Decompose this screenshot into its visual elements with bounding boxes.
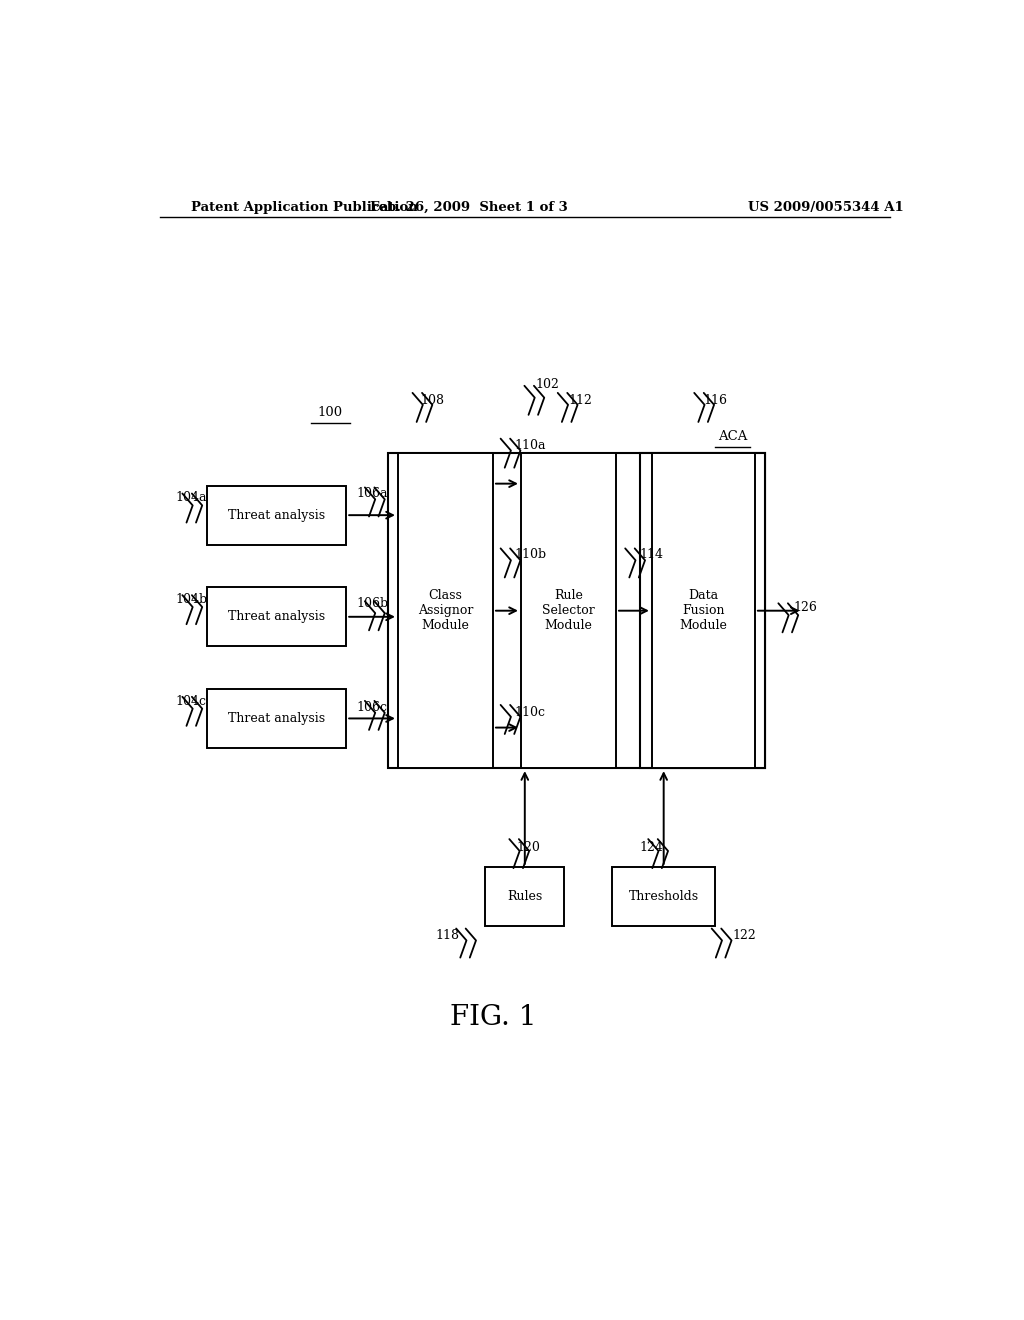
Text: Threat analysis: Threat analysis xyxy=(228,610,326,623)
Text: Thresholds: Thresholds xyxy=(629,890,698,903)
Text: 106c: 106c xyxy=(356,701,387,714)
Text: 110c: 110c xyxy=(514,706,546,719)
Bar xyxy=(612,867,715,925)
Bar xyxy=(397,453,494,768)
Text: 108: 108 xyxy=(420,393,444,407)
Text: 116: 116 xyxy=(703,393,727,407)
Text: 124: 124 xyxy=(640,841,664,854)
Text: FIG. 1: FIG. 1 xyxy=(450,1003,537,1031)
Text: Data
Fusion
Module: Data Fusion Module xyxy=(679,589,727,632)
Text: 126: 126 xyxy=(793,601,817,614)
Text: Threat analysis: Threat analysis xyxy=(228,711,326,725)
Text: ACA: ACA xyxy=(718,430,748,444)
Text: 104b: 104b xyxy=(176,593,208,606)
Bar xyxy=(388,453,765,768)
Bar xyxy=(485,867,564,925)
Bar xyxy=(521,453,616,768)
Text: Patent Application Publication: Patent Application Publication xyxy=(191,201,418,214)
Text: Rules: Rules xyxy=(507,890,543,903)
Text: 104c: 104c xyxy=(176,694,207,708)
Bar xyxy=(207,486,346,545)
Text: 122: 122 xyxy=(733,929,757,942)
Text: 102: 102 xyxy=(536,378,559,391)
Text: 112: 112 xyxy=(568,393,592,407)
Bar xyxy=(207,587,346,647)
Bar xyxy=(640,453,765,768)
Text: Class
Assignor
Module: Class Assignor Module xyxy=(418,589,473,632)
Bar xyxy=(207,689,346,748)
Text: 118: 118 xyxy=(436,929,460,942)
Text: US 2009/0055344 A1: US 2009/0055344 A1 xyxy=(749,201,904,214)
Text: 114: 114 xyxy=(639,548,664,561)
Text: Rule
Selector
Module: Rule Selector Module xyxy=(542,589,595,632)
Text: 104a: 104a xyxy=(176,491,207,504)
Text: 120: 120 xyxy=(517,841,541,854)
Text: 100: 100 xyxy=(317,405,343,418)
Text: 106b: 106b xyxy=(356,597,389,610)
Text: Feb. 26, 2009  Sheet 1 of 3: Feb. 26, 2009 Sheet 1 of 3 xyxy=(371,201,568,214)
Text: 110a: 110a xyxy=(514,438,546,451)
Text: Threat analysis: Threat analysis xyxy=(228,508,326,521)
Bar xyxy=(652,453,755,768)
Text: 110b: 110b xyxy=(514,548,547,561)
Text: 106a: 106a xyxy=(356,487,388,500)
